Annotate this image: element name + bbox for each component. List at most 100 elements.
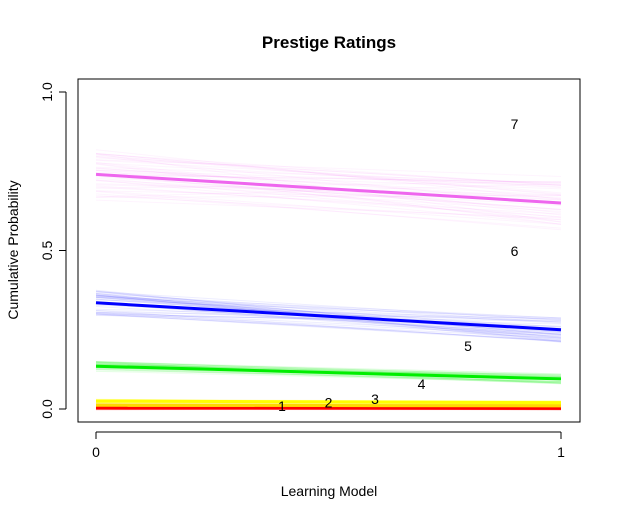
series-6-draw <box>95 153 562 194</box>
series-6-draw <box>95 157 562 185</box>
series-5-draw <box>95 294 562 335</box>
series-6-draw <box>95 174 562 183</box>
series-6-draw <box>95 169 562 196</box>
series-2-line <box>95 403 562 408</box>
series-6-draw <box>95 149 562 200</box>
category-label-7: 7 <box>511 116 519 132</box>
series-4-draw <box>95 361 562 375</box>
series-6-draw <box>95 169 562 186</box>
series-4-draw <box>95 361 562 377</box>
series-6-draw <box>95 179 562 206</box>
series-5-draw <box>95 313 562 325</box>
series-5-draw <box>95 291 562 331</box>
category-label-2: 2 <box>325 394 333 410</box>
series-5-draw <box>95 294 562 343</box>
series-6-draw <box>95 175 562 211</box>
series-6-line <box>95 172 562 205</box>
series-4-draw <box>95 363 562 377</box>
category-label-4: 4 <box>418 376 426 392</box>
category-label-5: 5 <box>464 338 472 354</box>
series-6-draw <box>95 185 562 218</box>
series-4-draw <box>95 364 562 378</box>
series-4-draw <box>95 366 562 385</box>
series-6-draw <box>95 199 562 219</box>
series-6-draw <box>95 179 562 225</box>
series-6-draw <box>95 159 562 177</box>
series-5-draw <box>95 295 562 324</box>
series-5-draw <box>95 296 562 340</box>
series-5-draw <box>95 303 562 336</box>
series-6-draw <box>95 171 562 190</box>
series-6-draw <box>95 194 562 198</box>
series-5-draw <box>95 313 562 342</box>
series-3-draw <box>95 402 562 405</box>
y-axis-label: Cumulative Probability <box>5 180 21 319</box>
category-label-6: 6 <box>511 243 519 259</box>
category-label-1: 1 <box>278 398 286 414</box>
series-6-draw <box>95 190 562 225</box>
series-4-draw <box>95 361 562 377</box>
series-4-draw <box>95 363 562 377</box>
series-5-draw <box>95 313 562 341</box>
series-6-draw <box>95 180 562 189</box>
axes: 0 1 0.0 0.5 1.0 <box>39 82 565 460</box>
series-5-draw <box>95 296 562 328</box>
series-6-draw <box>95 167 562 200</box>
y-tick-label: 0.5 <box>39 241 55 261</box>
series-6-draw <box>95 159 562 188</box>
chart-title: Prestige Ratings <box>262 33 396 52</box>
series-4-draw <box>95 362 562 375</box>
series-6-draw <box>95 152 562 196</box>
series-4-draw <box>95 368 562 383</box>
series-5-draw <box>95 311 562 342</box>
y-tick-label: 0.0 <box>39 399 55 419</box>
series-6-draw <box>95 163 562 225</box>
series-4-draw <box>95 361 562 377</box>
series-4-draw <box>95 362 562 378</box>
series-5-draw <box>95 302 562 340</box>
series-6-draw <box>95 184 562 198</box>
series-6-draw <box>95 176 562 210</box>
series-5-draw <box>95 313 562 337</box>
series-5-draw <box>95 295 562 319</box>
series-5-draw <box>95 311 562 335</box>
category-labels: 1 2 3 4 5 6 7 <box>278 116 519 414</box>
x-tick-label: 1 <box>557 444 565 460</box>
series-5-draw <box>95 306 562 335</box>
series-4-draw <box>95 369 562 383</box>
series-6-draw <box>95 153 562 186</box>
series-4-draw <box>95 368 562 383</box>
series-5-draw <box>95 291 562 321</box>
series-6-draw <box>95 174 562 183</box>
series-6-draw <box>95 167 562 201</box>
series-3-line <box>95 399 562 405</box>
x-axis-label: Learning Model <box>281 483 378 499</box>
series-6-draw <box>95 195 562 221</box>
series-5-draw <box>95 289 562 338</box>
series-6-draw <box>95 183 562 198</box>
series-group <box>95 172 562 410</box>
series-6-draw <box>95 154 562 195</box>
series-5-draw <box>95 302 562 338</box>
series-5-draw <box>95 314 562 339</box>
series-6-draw <box>95 186 562 215</box>
series-6-draw <box>95 191 562 231</box>
series-6-draw <box>95 173 562 218</box>
series-5-draw <box>95 299 562 319</box>
series-4-draw <box>95 361 562 378</box>
series-6-draw <box>95 162 562 189</box>
series-5-draw <box>95 292 562 323</box>
y-tick-label: 1.0 <box>39 82 55 102</box>
series-6-draw <box>95 155 562 186</box>
series-6-draw <box>95 166 562 184</box>
series-5-draw <box>95 309 562 327</box>
series-4-draw <box>95 369 562 384</box>
series-5-draw <box>95 315 562 322</box>
series-4-draw <box>95 367 562 384</box>
series-4-line <box>95 364 562 381</box>
plot-frame <box>77 78 581 423</box>
x-tick-label: 0 <box>92 444 100 460</box>
series-6-draw <box>95 193 562 229</box>
series-4-draw <box>95 363 562 376</box>
